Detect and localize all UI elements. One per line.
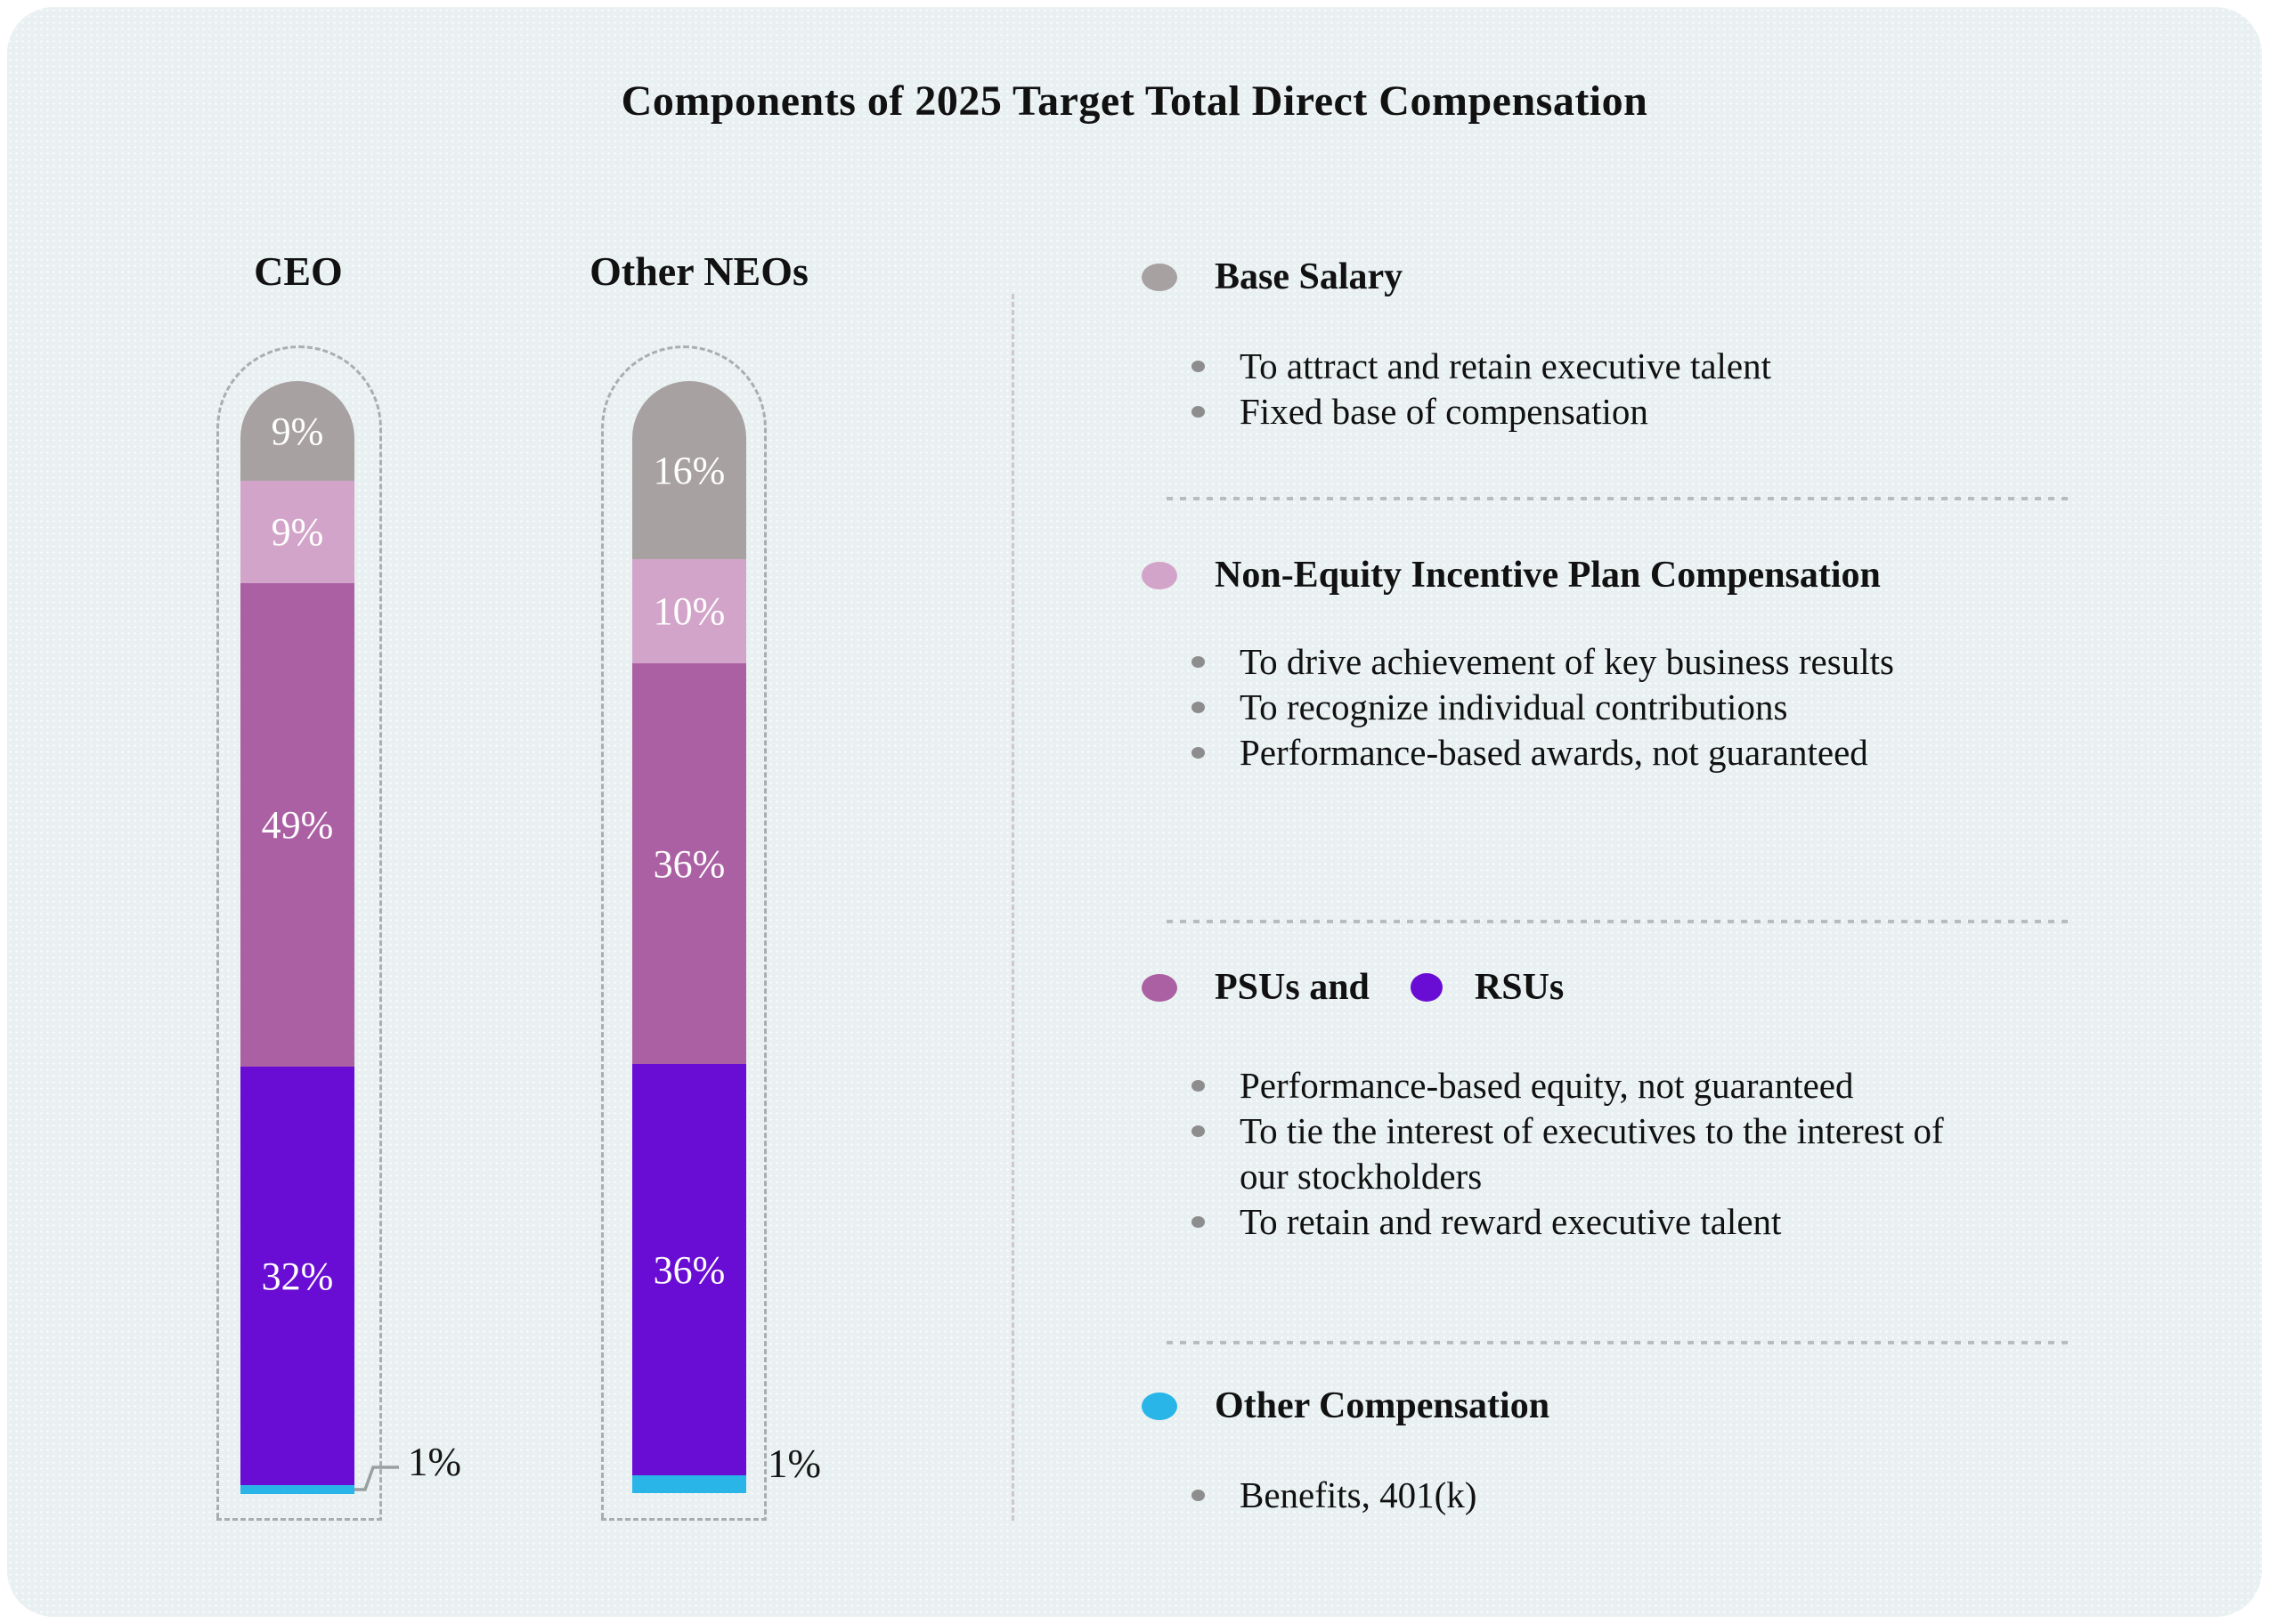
list-item: Performance-based equity, not guaranteed <box>1190 1063 1991 1108</box>
list-item: Benefits, 401(k) <box>1190 1473 1991 1518</box>
column-label-ceo: CEO <box>254 248 343 294</box>
bullet-icon <box>1191 406 1205 418</box>
chart-title: Components of 2025 Target Total Direct C… <box>621 77 1648 125</box>
other-neos-other-comp-percent-label: 1% <box>768 1441 821 1486</box>
bar-segment-orchid: 36% <box>632 663 746 1064</box>
list-item: To retain and reward executive talent <box>1190 1199 1991 1245</box>
ceo-capsule-outline <box>216 345 382 1521</box>
legend-title: PSUs and <box>1215 967 1370 1008</box>
legend-section-divider <box>1167 497 2075 500</box>
legend-header-psus-rsus: PSUs and RSUs <box>1142 960 1564 1015</box>
bullet-icon <box>1191 1080 1205 1092</box>
legend-title: Non-Equity Incentive Plan Compensation <box>1215 555 1881 596</box>
non-equity-bullet-icon <box>1142 561 1177 589</box>
list-item: Performance-based awards, not guaranteed <box>1190 730 1991 775</box>
legend-list-psus-rsus: Performance-based equity, not guaranteed… <box>1190 1063 1991 1245</box>
list-item: To attract and retain executive talent <box>1190 344 1991 389</box>
chart-legend-divider <box>1012 294 1014 1521</box>
legend-list-base-salary: To attract and retain executive talent F… <box>1190 344 1991 434</box>
bar-segment-cyan <box>632 1475 746 1493</box>
rsu-bullet-icon <box>1410 973 1443 1002</box>
bar-segment-orchid: 49% <box>240 583 354 1067</box>
bar-segment-cyan <box>240 1485 354 1494</box>
legend-title: RSUs <box>1474 967 1565 1008</box>
list-item: To drive achievement of key business res… <box>1190 639 1991 685</box>
bullet-icon <box>1191 361 1205 372</box>
legend-header-base-salary: Base Salary <box>1142 249 1403 304</box>
segment-percent-label: 10% <box>653 589 726 633</box>
segment-percent-label: 32% <box>261 1254 334 1298</box>
bar-segment-violet: 36% <box>632 1064 746 1475</box>
bar-segment-violet: 32% <box>240 1067 354 1485</box>
other-neos-capsule-outline <box>601 345 767 1521</box>
legend-list-other-compensation: Benefits, 401(k) <box>1190 1473 1991 1518</box>
segment-percent-label: 16% <box>653 448 726 492</box>
legend-title: Base Salary <box>1215 256 1403 297</box>
segment-percent-label: 49% <box>261 803 334 847</box>
bullet-icon <box>1191 702 1205 713</box>
other-neos-stacked-bar: 16% 10% 36% 36% <box>632 381 746 1493</box>
legend-section-divider <box>1167 920 2075 923</box>
list-item: To tie the interest of executives to the… <box>1190 1108 1991 1199</box>
legend-header-non-equity: Non-Equity Incentive Plan Compensation <box>1142 548 1881 603</box>
list-item: To recognize individual contributions <box>1190 685 1991 730</box>
column-label-other-neos: Other NEOs <box>590 248 809 294</box>
ceo-other-comp-leader-line <box>354 1466 399 1491</box>
ceo-other-comp-percent-label: 1% <box>408 1440 461 1484</box>
legend-title: Other Compensation <box>1215 1385 1550 1426</box>
legend-header-other-compensation: Other Compensation <box>1142 1378 1549 1433</box>
bullet-icon <box>1191 1490 1205 1501</box>
bullet-icon <box>1191 656 1205 668</box>
legend-list-non-equity: To drive achievement of key business res… <box>1190 639 1991 775</box>
psu-bullet-icon <box>1142 973 1177 1002</box>
card-background <box>7 7 2262 1617</box>
segment-percent-label: 36% <box>653 841 726 886</box>
bar-segment-gray: 16% <box>632 381 746 559</box>
list-item: Fixed base of compensation <box>1190 389 1991 434</box>
bullet-icon <box>1191 747 1205 759</box>
other-comp-bullet-icon <box>1142 1392 1177 1420</box>
legend-section-divider <box>1167 1341 2075 1344</box>
bar-segment-pink: 10% <box>632 559 746 663</box>
segment-percent-label: 9% <box>271 409 324 453</box>
bullet-icon <box>1191 1125 1205 1137</box>
segment-percent-label: 9% <box>271 510 324 554</box>
bullet-icon <box>1191 1216 1205 1228</box>
bar-segment-pink: 9% <box>240 481 354 583</box>
ceo-stacked-bar: 9% 9% 49% 32% <box>240 381 354 1494</box>
bar-segment-gray: 9% <box>240 381 354 481</box>
base-salary-bullet-icon <box>1142 263 1177 291</box>
segment-percent-label: 36% <box>653 1247 726 1292</box>
